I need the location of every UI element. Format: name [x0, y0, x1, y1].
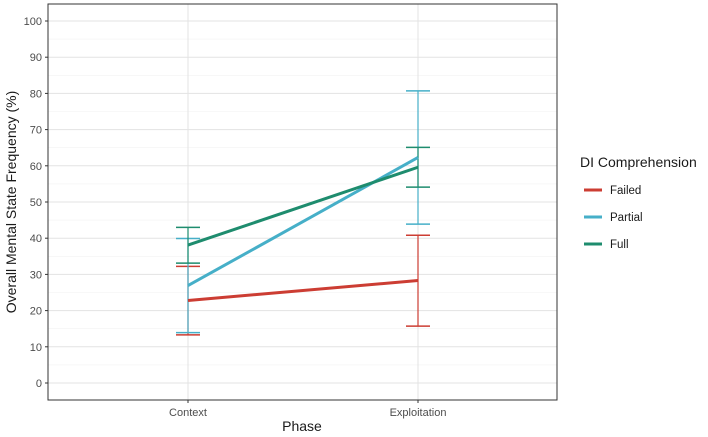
legend-label: Partial — [610, 212, 643, 224]
y-tick-label: 60 — [30, 161, 42, 173]
x-tick-label: Exploitation — [390, 407, 447, 419]
x-axis-title: Phase — [282, 418, 322, 434]
y-tick-label: 0 — [36, 378, 42, 390]
grid — [48, 4, 557, 400]
x-axis: Context Exploitation — [169, 400, 446, 419]
series-line-full — [187, 165, 419, 247]
y-tick-label: 20 — [30, 306, 42, 318]
legend-item-full: Full — [584, 239, 629, 251]
y-tick-label: 50 — [30, 197, 42, 209]
y-tick-label: 80 — [30, 88, 42, 100]
y-tick-label: 70 — [30, 125, 42, 137]
y-tick-label: 100 — [24, 16, 42, 28]
legend-label: Failed — [610, 185, 641, 197]
series-layer — [176, 90, 430, 336]
series-line-failed — [187, 279, 419, 302]
y-tick-label: 10 — [30, 342, 42, 354]
y-tick-label: 40 — [30, 233, 42, 245]
y-tick-label: 30 — [30, 269, 42, 281]
series-full — [176, 146, 430, 264]
legend: DI Comprehension Failed Partial Full — [580, 154, 697, 251]
y-tick-label: 90 — [30, 52, 42, 64]
y-axis-title: Overall Mental State Frequency (%) — [3, 91, 19, 314]
legend-label: Full — [610, 239, 629, 251]
y-axis: 0 10 20 30 40 50 60 70 80 90 100 — [24, 16, 48, 390]
x-tick-label: Context — [169, 407, 207, 419]
legend-title: DI Comprehension — [580, 154, 697, 170]
legend-item-partial: Partial — [584, 212, 643, 224]
legend-item-failed: Failed — [584, 185, 641, 197]
